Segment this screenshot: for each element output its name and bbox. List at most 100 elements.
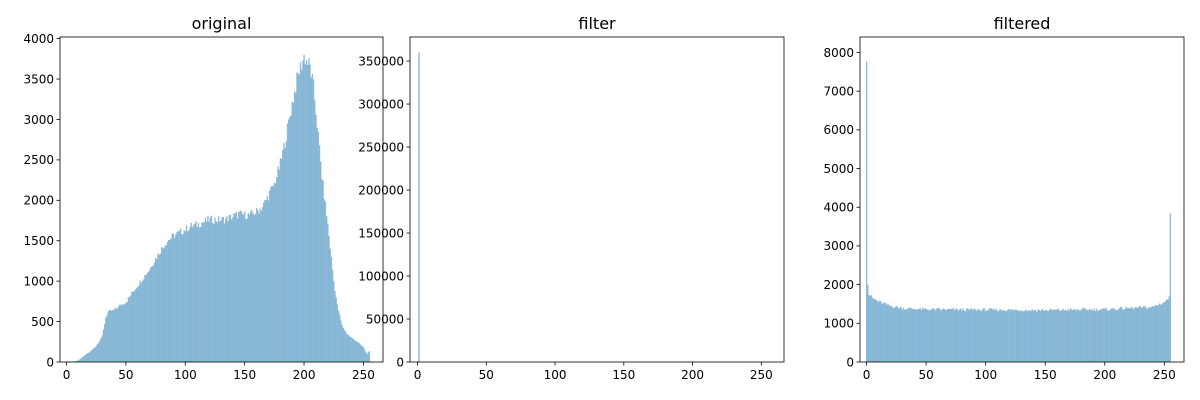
histogram-bar [327, 223, 329, 362]
histogram-bar [163, 248, 165, 362]
histogram-bar [1081, 308, 1083, 362]
histogram-bar [926, 309, 929, 362]
histogram-bar [353, 339, 355, 362]
histogram-bar [946, 308, 949, 362]
histogram-bar [145, 275, 147, 362]
histogram-bar [117, 308, 119, 362]
histogram-bar [1054, 309, 1056, 362]
histogram-bar [152, 265, 154, 362]
histogram-bar [1037, 309, 1039, 362]
histogram-bar [921, 307, 924, 362]
histogram-bar [290, 115, 292, 362]
histogram-bar [214, 217, 216, 362]
histogram-bar [1098, 310, 1100, 362]
histogram-bar [111, 311, 113, 362]
histogram-bar [1066, 310, 1068, 362]
histogram-bar [1117, 309, 1119, 362]
histogram-bar [1153, 306, 1155, 362]
histogram-bar [979, 309, 981, 362]
x-tick-label: 250 [1153, 368, 1176, 382]
histogram-bar [1001, 310, 1004, 362]
y-tick-label: 350000 [358, 54, 404, 68]
y-tick-label: 200000 [358, 183, 404, 197]
histogram-bar [920, 309, 923, 362]
histogram-bar [368, 351, 371, 362]
histogram-bar [986, 310, 988, 362]
histogram-bar [1111, 307, 1113, 362]
histogram-bar [165, 245, 168, 362]
histogram-bar [935, 310, 937, 362]
histogram-bar [318, 145, 321, 362]
histogram-bar [1025, 309, 1027, 362]
histogram-bar [314, 100, 316, 362]
histogram-bar [229, 214, 232, 362]
histogram-bar [894, 307, 896, 362]
histogram-bar [873, 298, 875, 362]
histogram-bar [1141, 308, 1143, 362]
histogram-bar [76, 360, 78, 362]
histogram-bar [221, 216, 223, 362]
histogram-bar [87, 353, 89, 362]
histogram-bar [886, 304, 888, 362]
histogram-bar [132, 291, 134, 362]
histogram-bars [865, 61, 1172, 362]
histogram-bar [1106, 310, 1108, 362]
histogram-bar [207, 215, 209, 362]
histogram-bar [136, 288, 138, 362]
histogram-bar [927, 309, 930, 362]
histogram-bar [1051, 310, 1054, 362]
histogram-bar [1039, 310, 1042, 362]
histogram-bar [957, 310, 960, 362]
histogram-bar [1150, 306, 1152, 362]
histogram-bar [1007, 309, 1010, 362]
histogram-bar [976, 309, 979, 362]
histogram-bar [339, 314, 341, 362]
histogram-bar [235, 211, 238, 362]
histogram-bar [1056, 309, 1058, 362]
histogram-bar [198, 227, 201, 362]
histogram-bar [320, 161, 322, 362]
histogram-bar [128, 296, 131, 362]
histogram-bar [1008, 309, 1011, 362]
histogram-bar [348, 335, 350, 362]
histogram-bar [1138, 306, 1141, 362]
histogram-bar [1024, 310, 1026, 362]
histogram-bar [1095, 308, 1098, 362]
histogram-bar [1017, 310, 1019, 362]
histogram-bar [88, 352, 90, 362]
histogram-bar [1114, 309, 1117, 362]
histogram-bar [906, 309, 908, 362]
histogram-bar [219, 221, 221, 362]
y-tick-label: 0 [46, 355, 54, 369]
histogram-bar [130, 295, 132, 362]
histogram-bar [274, 183, 277, 362]
histogram-bar [341, 325, 343, 362]
histogram-bar [288, 119, 290, 362]
histogram-bar [877, 302, 880, 362]
histogram-bar [355, 341, 358, 362]
x-tick-label: 50 [479, 368, 494, 382]
x-tick-label: 100 [974, 368, 997, 382]
histogram-bar [929, 310, 931, 362]
histogram-bar [1131, 306, 1133, 362]
histogram-bar [995, 308, 998, 362]
histogram-bar [1160, 304, 1162, 362]
histogram-bar [149, 269, 151, 362]
histogram-bar [86, 353, 88, 362]
histogram-bar [326, 216, 328, 362]
histogram-bar [1097, 311, 1099, 362]
histogram-bar [248, 214, 251, 362]
histogram-bars [65, 54, 371, 363]
histogram-bar [194, 223, 196, 362]
histogram-bar [969, 309, 971, 362]
y-tick-label: 300000 [358, 97, 404, 111]
histogram-bar [299, 62, 302, 362]
histogram-bar [1112, 308, 1114, 362]
histogram-bar [196, 226, 198, 362]
histogram-bar [1067, 309, 1069, 362]
histogram-bar [195, 221, 197, 362]
histogram-bar [900, 307, 902, 362]
histogram-bar [222, 217, 225, 362]
histogram-bar [178, 230, 181, 362]
histogram-bar [1088, 309, 1091, 362]
